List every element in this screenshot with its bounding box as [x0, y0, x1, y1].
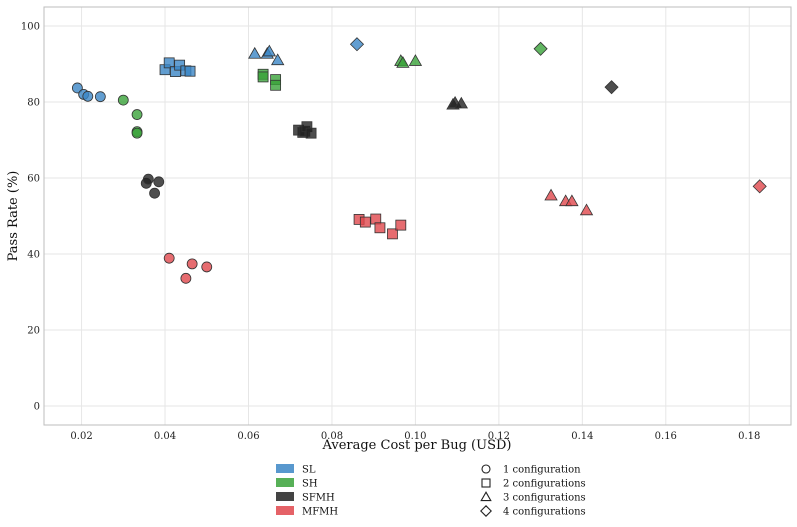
legend-swatch: [276, 506, 294, 515]
axis-ticks: 0.02 0.04 0.06 0.08 0.10 0.12 0.14 0.16 0.18 0 20 4…: [21, 22, 760, 443]
y-tick-label: 60: [27, 174, 40, 185]
data-point-triangle: [248, 46, 262, 59]
grid: [44, 7, 791, 425]
data-point-square: [257, 71, 269, 83]
legend-swatch: [276, 464, 294, 473]
data-point-circle: [142, 173, 154, 185]
data-point-triangle: [262, 44, 277, 57]
data-point-square: [395, 219, 407, 231]
data-point-circle: [82, 90, 94, 102]
x-tick-label: 0.18: [738, 431, 760, 442]
data-point-square: [270, 79, 282, 91]
data-point-circle: [94, 91, 106, 103]
data-point-diamond: [604, 80, 619, 95]
data-point-triangle: [579, 203, 594, 216]
legend-series-label: SFMH: [302, 493, 335, 504]
y-tick-label: 100: [21, 22, 40, 33]
data-point-triangle: [544, 188, 558, 201]
data-point-square: [359, 216, 371, 228]
x-tick-label: 0.02: [70, 431, 92, 442]
y-tick-label: 40: [27, 250, 40, 261]
legend-series-label: SL: [302, 465, 316, 476]
x-tick-label: 0.10: [404, 431, 426, 442]
series-sfmh: [140, 80, 619, 199]
x-tick-label: 0.06: [237, 431, 259, 442]
data-point-circle: [201, 261, 213, 273]
data-point-diamond: [752, 179, 767, 194]
data-point-diamond: [533, 41, 548, 56]
series-sh: [117, 41, 548, 139]
x-axis-label: Average Cost per Bug (USD): [322, 438, 512, 453]
data-point-diamond: [349, 37, 365, 52]
legend-swatch: [276, 478, 294, 487]
data-point-triangle: [271, 53, 285, 66]
data-point-triangle: [408, 54, 423, 66]
data-point-triangle: [396, 56, 410, 68]
data-point-circle: [131, 127, 143, 139]
data-point-square: [305, 127, 317, 139]
legend-marker-diamond: [480, 505, 492, 517]
data-point-square: [374, 222, 386, 234]
data-point-square: [387, 228, 398, 240]
x-tick-label: 0.16: [655, 431, 677, 442]
x-tick-label: 0.12: [488, 431, 510, 442]
plot-frame: [43, 6, 792, 426]
legend-series-label: MFMH: [302, 507, 338, 518]
legend-series-label: SH: [302, 479, 318, 490]
y-tick-label: 80: [27, 98, 40, 109]
y-axis-label: Pass Rate (%): [6, 171, 21, 262]
data-point-square: [163, 57, 175, 69]
data-point-circle: [163, 252, 175, 264]
data-point-triangle: [565, 194, 579, 207]
legend: SL SH SFMH MFMH 1 configuration 2 configurati…: [276, 464, 586, 518]
x-tick-label: 0.04: [154, 431, 176, 442]
legend-marker-label: 3 configurations: [503, 493, 586, 504]
data-point-triangle: [454, 96, 469, 109]
data-point-circle: [117, 94, 129, 106]
data-point-circle: [153, 176, 165, 188]
y-tick-label: 20: [27, 326, 40, 337]
data-point-circle: [149, 187, 160, 199]
data-point-circle: [186, 258, 198, 270]
data-points: [71, 37, 767, 284]
legend-marker-label: 4 configurations: [503, 507, 586, 518]
data-point-square: [174, 59, 186, 71]
x-tick-label: 0.14: [571, 431, 593, 442]
legend-marker-label: 2 configurations: [503, 479, 586, 490]
legend-swatch: [276, 492, 294, 501]
data-point-square: [184, 65, 196, 77]
legend-marker-square: [481, 478, 491, 488]
y-tick-label: 0: [34, 402, 40, 413]
data-point-circle: [71, 82, 83, 94]
series-sl: [71, 37, 365, 103]
legend-marker-label: 1 configuration: [503, 465, 581, 476]
legend-marker-circle: [481, 464, 491, 474]
x-tick-label: 0.08: [321, 431, 343, 442]
series-mfmh: [163, 179, 767, 284]
data-point-circle: [180, 272, 192, 284]
legend-marker-triangle: [480, 491, 492, 502]
data-point-circle: [131, 109, 143, 120]
